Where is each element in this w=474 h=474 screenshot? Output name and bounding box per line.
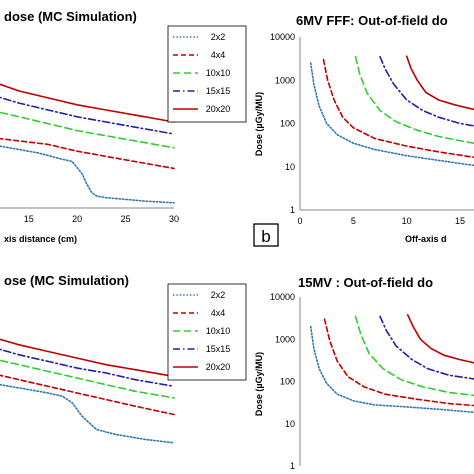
series-group: [309, 55, 474, 167]
y-tick-label: 10000: [270, 292, 295, 302]
legend-box: [167, 25, 247, 123]
legend-label: 10x10: [206, 68, 231, 78]
series-line-20x20: [406, 314, 474, 364]
legend-label: 4x4: [211, 308, 226, 318]
series-line-15x15: [379, 315, 474, 380]
legend-label: 15x15: [206, 344, 231, 354]
series-line-10x10: [0, 359, 175, 399]
series-line-4x4: [0, 137, 175, 170]
x-axis-label: xis distance (cm): [4, 234, 77, 244]
y-axis-label: Dose (µGy/MU): [254, 92, 264, 156]
chart-title: ose (MC Simulation): [4, 273, 129, 288]
chart-title: dose (MC Simulation): [4, 9, 137, 24]
x-tick-label: 15: [24, 214, 34, 224]
series-line-2x2: [309, 325, 474, 414]
series-line-10x10: [354, 55, 474, 144]
y-tick-label: 100: [280, 377, 295, 387]
x-tick-label: 10: [402, 216, 412, 226]
legend-label: 20x20: [206, 362, 231, 372]
legend-box: [167, 283, 247, 381]
series-line-20x20: [405, 55, 474, 111]
panel-bottom-left: ose (MC Simulation) 2x2 4x4 10x10 15x15 20x2…: [0, 273, 247, 444]
chart-title: 15MV : Out-of-field do: [298, 275, 433, 290]
panel-top-right: 6MV FFF: Out-of-field do 0 5 10 15 1 10 100 100…: [253, 13, 474, 247]
y-tick-label: 10: [285, 162, 295, 172]
series-line-10x10: [0, 111, 175, 149]
y-tick-label: 1000: [275, 334, 295, 344]
x-tick-label: 30: [169, 214, 179, 224]
tick-labels: 1 10 100 1000 10000: [270, 292, 295, 471]
legend-label: 20x20: [206, 104, 231, 114]
panel-letter: b: [261, 227, 270, 246]
panel-top-left: dose (MC Simulation) 15 20 25 30 xis distan…: [0, 9, 247, 244]
legend-label: 2x2: [211, 32, 226, 42]
y-tick-label: 10: [285, 419, 295, 429]
legend-label: 2x2: [211, 290, 226, 300]
legend: 2x2 4x4 10x10 15x15 20x20: [167, 25, 247, 123]
series-line-10x10: [354, 315, 474, 397]
series-line-4x4: [322, 58, 474, 158]
legend-label: 4x4: [211, 50, 226, 60]
series-line-20x20: [0, 83, 175, 123]
series-line-4x4: [0, 374, 175, 416]
x-tick-label: 25: [121, 214, 131, 224]
series-group: [309, 314, 474, 414]
series-line-2x2: [0, 383, 175, 444]
x-tick-label: 20: [72, 214, 82, 224]
series-line-15x15: [0, 348, 175, 388]
series-line-15x15: [0, 96, 175, 135]
series-line-2x2: [0, 145, 175, 204]
series-line-20x20: [0, 338, 175, 378]
legend-label: 10x10: [206, 326, 231, 336]
y-tick-label: 1: [290, 205, 295, 215]
y-tick-label: 10000: [270, 32, 295, 42]
x-tick-labels: 15 20 25 30: [24, 214, 179, 224]
y-tick-label: 1000: [275, 75, 295, 85]
x-axis-label: Off-axis d: [405, 234, 447, 244]
series-line-4x4: [323, 318, 474, 407]
legend: 2x2 4x4 10x10 15x15 20x20: [167, 283, 247, 381]
y-tick-label: 100: [280, 119, 295, 129]
series-group: [0, 83, 175, 204]
chart-title: 6MV FFF: Out-of-field do: [296, 13, 448, 28]
legend-label: 15x15: [206, 86, 231, 96]
series-group: [0, 338, 175, 444]
x-tick-label: 15: [455, 216, 465, 226]
panel-letter-box: [253, 223, 279, 247]
series-line-2x2: [309, 62, 474, 167]
x-tick-label: 0: [297, 216, 302, 226]
y-axis-label: Dose (µGy/MU): [254, 352, 264, 416]
panel-bottom-right: 15MV : Out-of-field do 1 10 100 1000 10000 D…: [254, 275, 474, 471]
x-tick-label: 5: [351, 216, 356, 226]
tick-labels: 0 5 10 15 1 10 100 1000 10000: [270, 32, 465, 226]
y-tick-label: 1: [290, 461, 295, 471]
series-line-15x15: [379, 55, 474, 127]
